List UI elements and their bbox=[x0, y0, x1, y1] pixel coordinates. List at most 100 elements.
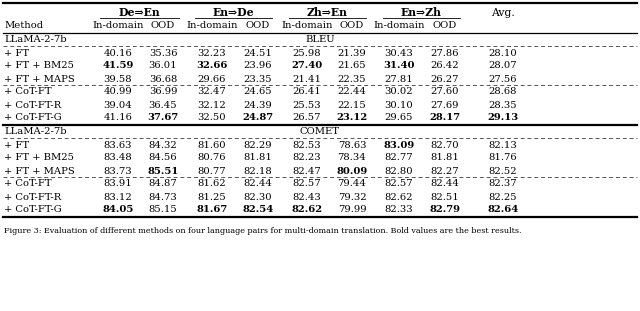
Text: 79.32: 79.32 bbox=[338, 193, 366, 202]
Text: 81.60: 81.60 bbox=[198, 141, 227, 150]
Text: 22.44: 22.44 bbox=[337, 87, 367, 96]
Text: 82.77: 82.77 bbox=[385, 154, 413, 163]
Text: 22.35: 22.35 bbox=[338, 75, 366, 83]
Text: + CoT-FT-G: + CoT-FT-G bbox=[4, 206, 61, 215]
Text: LLaMA-2-7b: LLaMA-2-7b bbox=[4, 128, 67, 137]
Text: In-domain: In-domain bbox=[281, 21, 333, 30]
Text: 82.62: 82.62 bbox=[385, 193, 413, 202]
Text: 82.33: 82.33 bbox=[385, 206, 413, 215]
Text: 36.68: 36.68 bbox=[149, 75, 177, 83]
Text: 82.80: 82.80 bbox=[385, 166, 413, 175]
Text: 26.41: 26.41 bbox=[292, 87, 321, 96]
Text: 82.27: 82.27 bbox=[431, 166, 460, 175]
Text: 29.13: 29.13 bbox=[488, 114, 518, 123]
Text: + FT + MAPS: + FT + MAPS bbox=[4, 166, 75, 175]
Text: 26.27: 26.27 bbox=[431, 75, 460, 83]
Text: 82.64: 82.64 bbox=[488, 206, 518, 215]
Text: 82.30: 82.30 bbox=[244, 193, 272, 202]
Text: 85.15: 85.15 bbox=[148, 206, 177, 215]
Text: In-domain: In-domain bbox=[373, 21, 425, 30]
Text: 81.81: 81.81 bbox=[431, 154, 460, 163]
Text: 31.40: 31.40 bbox=[383, 62, 415, 71]
Text: 21.65: 21.65 bbox=[338, 62, 366, 71]
Text: 36.99: 36.99 bbox=[148, 87, 177, 96]
Text: 83.48: 83.48 bbox=[104, 154, 132, 163]
Text: 32.47: 32.47 bbox=[198, 87, 227, 96]
Text: In-domain: In-domain bbox=[186, 21, 237, 30]
Text: 83.12: 83.12 bbox=[104, 193, 132, 202]
Text: + FT + MAPS: + FT + MAPS bbox=[4, 75, 75, 83]
Text: 80.09: 80.09 bbox=[337, 166, 367, 175]
Text: 24.87: 24.87 bbox=[243, 114, 273, 123]
Text: 36.45: 36.45 bbox=[148, 100, 177, 109]
Text: 37.67: 37.67 bbox=[147, 114, 179, 123]
Text: + CoT-FT: + CoT-FT bbox=[4, 179, 52, 188]
Text: 30.43: 30.43 bbox=[385, 49, 413, 58]
Text: 30.10: 30.10 bbox=[385, 100, 413, 109]
Text: 83.73: 83.73 bbox=[104, 166, 132, 175]
Text: 84.32: 84.32 bbox=[148, 141, 177, 150]
Text: 83.91: 83.91 bbox=[104, 179, 132, 188]
Text: 84.87: 84.87 bbox=[148, 179, 177, 188]
Text: 82.53: 82.53 bbox=[292, 141, 321, 150]
Text: 83.63: 83.63 bbox=[104, 141, 132, 150]
Text: 82.79: 82.79 bbox=[429, 206, 461, 215]
Text: 30.02: 30.02 bbox=[385, 87, 413, 96]
Text: 21.41: 21.41 bbox=[292, 75, 321, 83]
Text: 82.37: 82.37 bbox=[489, 179, 517, 188]
Text: 82.29: 82.29 bbox=[244, 141, 272, 150]
Text: 25.53: 25.53 bbox=[292, 100, 321, 109]
Text: 39.58: 39.58 bbox=[104, 75, 132, 83]
Text: 82.18: 82.18 bbox=[244, 166, 273, 175]
Text: 82.47: 82.47 bbox=[292, 166, 321, 175]
Text: 24.39: 24.39 bbox=[244, 100, 273, 109]
Text: BLEU: BLEU bbox=[305, 35, 335, 44]
Text: OOD: OOD bbox=[433, 21, 457, 30]
Text: 80.77: 80.77 bbox=[198, 166, 227, 175]
Text: In-domain: In-domain bbox=[92, 21, 144, 30]
Text: LLaMA-2-7b: LLaMA-2-7b bbox=[4, 35, 67, 44]
Text: 82.52: 82.52 bbox=[489, 166, 517, 175]
Text: 81.62: 81.62 bbox=[198, 179, 227, 188]
Text: 27.69: 27.69 bbox=[431, 100, 460, 109]
Text: COMET: COMET bbox=[300, 128, 340, 137]
Text: 24.65: 24.65 bbox=[244, 87, 272, 96]
Text: 81.76: 81.76 bbox=[489, 154, 517, 163]
Text: + FT: + FT bbox=[4, 49, 29, 58]
Text: 32.66: 32.66 bbox=[196, 62, 228, 71]
Text: 82.57: 82.57 bbox=[385, 179, 413, 188]
Text: 80.76: 80.76 bbox=[198, 154, 227, 163]
Text: 84.05: 84.05 bbox=[102, 206, 134, 215]
Text: 82.51: 82.51 bbox=[431, 193, 460, 202]
Text: 35.36: 35.36 bbox=[148, 49, 177, 58]
Text: 79.99: 79.99 bbox=[338, 206, 366, 215]
Text: 82.44: 82.44 bbox=[244, 179, 273, 188]
Text: 84.56: 84.56 bbox=[148, 154, 177, 163]
Text: 24.51: 24.51 bbox=[244, 49, 273, 58]
Text: 82.23: 82.23 bbox=[292, 154, 321, 163]
Text: 78.63: 78.63 bbox=[338, 141, 366, 150]
Text: + CoT-FT-R: + CoT-FT-R bbox=[4, 100, 61, 109]
Text: + FT + BM25: + FT + BM25 bbox=[4, 154, 74, 163]
Text: 41.59: 41.59 bbox=[102, 62, 134, 71]
Text: 28.10: 28.10 bbox=[488, 49, 517, 58]
Text: 82.62: 82.62 bbox=[291, 206, 323, 215]
Text: 27.81: 27.81 bbox=[385, 75, 413, 83]
Text: 28.68: 28.68 bbox=[489, 87, 517, 96]
Text: 84.73: 84.73 bbox=[148, 193, 177, 202]
Text: 22.15: 22.15 bbox=[338, 100, 366, 109]
Text: 27.60: 27.60 bbox=[431, 87, 460, 96]
Text: En⇒De: En⇒De bbox=[212, 7, 254, 18]
Text: Method: Method bbox=[4, 21, 43, 30]
Text: Avg.: Avg. bbox=[491, 8, 515, 18]
Text: 81.81: 81.81 bbox=[244, 154, 273, 163]
Text: OOD: OOD bbox=[151, 21, 175, 30]
Text: En⇒Zh: En⇒Zh bbox=[401, 7, 442, 18]
Text: 41.16: 41.16 bbox=[104, 114, 132, 123]
Text: + CoT-FT-G: + CoT-FT-G bbox=[4, 114, 61, 123]
Text: 85.51: 85.51 bbox=[147, 166, 179, 175]
Text: + FT + BM25: + FT + BM25 bbox=[4, 62, 74, 71]
Text: 82.43: 82.43 bbox=[292, 193, 321, 202]
Text: 26.42: 26.42 bbox=[431, 62, 460, 71]
Text: 28.07: 28.07 bbox=[489, 62, 517, 71]
